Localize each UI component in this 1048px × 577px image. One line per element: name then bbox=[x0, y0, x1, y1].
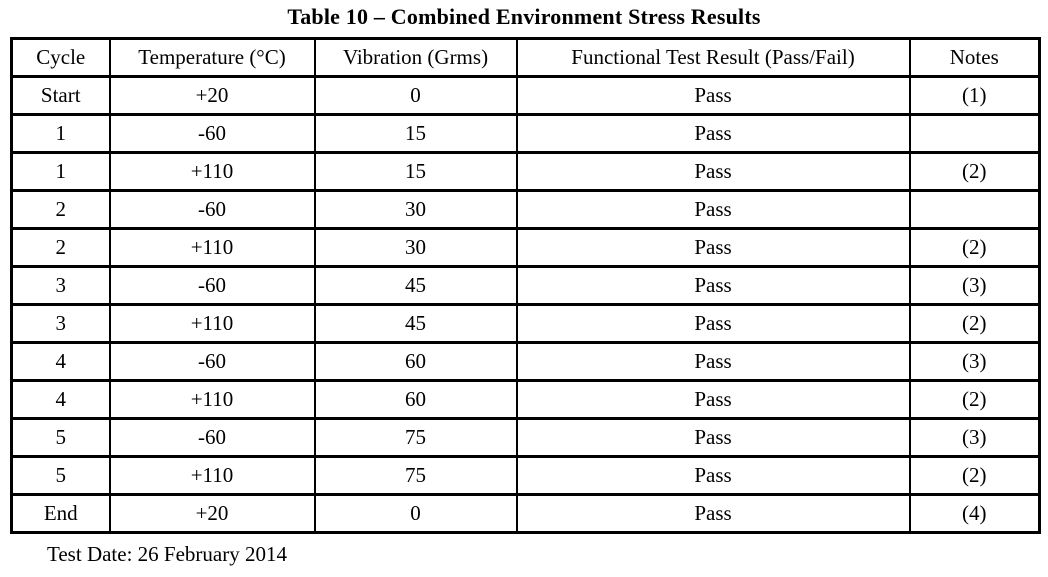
table-cell: 5 bbox=[10, 417, 111, 458]
column-header: Cycle bbox=[10, 37, 111, 78]
table-cell: 45 bbox=[313, 265, 518, 306]
table-cell: Pass bbox=[515, 303, 911, 344]
table-row: 2 -60 30 Pass bbox=[10, 189, 1041, 230]
table-cell: 0 bbox=[313, 75, 518, 116]
table-cell: -60 bbox=[108, 189, 316, 230]
table-cell: (3) bbox=[908, 265, 1041, 306]
table-cell bbox=[908, 113, 1041, 154]
table-cell: (2) bbox=[908, 303, 1041, 344]
table-cell: 4 bbox=[10, 341, 111, 382]
table-row: 2 +110 30 Pass (2) bbox=[10, 227, 1041, 268]
table-row: 4 +110 60 Pass (2) bbox=[10, 379, 1041, 420]
table-cell: -60 bbox=[108, 265, 316, 306]
table-cell: 15 bbox=[313, 151, 518, 192]
table-cell bbox=[908, 189, 1041, 230]
table-row: Start +20 0 Pass (1) bbox=[10, 75, 1041, 116]
table-cell: Pass bbox=[515, 493, 911, 534]
table-cell: 75 bbox=[313, 417, 518, 458]
table-cell: 30 bbox=[313, 189, 518, 230]
table-cell: 3 bbox=[10, 303, 111, 344]
column-header: Notes bbox=[908, 37, 1041, 78]
table-row: 1 +110 15 Pass (2) bbox=[10, 151, 1041, 192]
table-cell: 1 bbox=[10, 113, 111, 154]
table-cell: +110 bbox=[108, 455, 316, 496]
table-cell: 4 bbox=[10, 379, 111, 420]
table-cell: +110 bbox=[108, 151, 316, 192]
table-cell: (2) bbox=[908, 455, 1041, 496]
table-cell: 2 bbox=[10, 227, 111, 268]
table-cell: (3) bbox=[908, 341, 1041, 382]
table-cell: 15 bbox=[313, 113, 518, 154]
table-row: 3 +110 45 Pass (2) bbox=[10, 303, 1041, 344]
table-cell: Start bbox=[10, 75, 111, 116]
table-cell: 0 bbox=[313, 493, 518, 534]
table-cell: 45 bbox=[313, 303, 518, 344]
table-cell: End bbox=[10, 493, 111, 534]
table-cell: (4) bbox=[908, 493, 1041, 534]
table-cell: -60 bbox=[108, 417, 316, 458]
table-cell: +110 bbox=[108, 303, 316, 344]
table-cell: +20 bbox=[108, 493, 316, 534]
table-cell: 5 bbox=[10, 455, 111, 496]
table-cell: (2) bbox=[908, 379, 1041, 420]
column-header: Vibration (Grms) bbox=[313, 37, 518, 78]
table-cell: Pass bbox=[515, 265, 911, 306]
table-cell: Pass bbox=[515, 189, 911, 230]
table-cell: -60 bbox=[108, 341, 316, 382]
table-row: 5 +110 75 Pass (2) bbox=[10, 455, 1041, 496]
table-cell: 30 bbox=[313, 227, 518, 268]
table-cell: +110 bbox=[108, 227, 316, 268]
table-cell: Pass bbox=[515, 227, 911, 268]
results-table: Cycle Temperature (°C) Vibration (Grms) Fun… bbox=[10, 37, 1041, 534]
table-cell: (2) bbox=[908, 151, 1041, 192]
table-cell: (2) bbox=[908, 227, 1041, 268]
table-cell: 1 bbox=[10, 151, 111, 192]
table-row: 1 -60 15 Pass bbox=[10, 113, 1041, 154]
table-cell: +20 bbox=[108, 75, 316, 116]
table-title: Table 10 – Combined Environment Stress R… bbox=[287, 4, 761, 29]
header-row: Cycle Temperature (°C) Vibration (Grms) Fun… bbox=[10, 37, 1041, 78]
table-row: 3 -60 45 Pass (3) bbox=[10, 265, 1041, 306]
table-row: 4 -60 60 Pass (3) bbox=[10, 341, 1041, 382]
table-cell: Pass bbox=[515, 417, 911, 458]
table-cell: (1) bbox=[908, 75, 1041, 116]
table-cell: Pass bbox=[515, 379, 911, 420]
table-cell: +110 bbox=[108, 379, 316, 420]
table-cell: 60 bbox=[313, 341, 518, 382]
table-cell: 2 bbox=[10, 189, 111, 230]
table-cell: 75 bbox=[313, 455, 518, 496]
table-body: Start +20 0 Pass (1) 1 -60 15 Pass 1 +110 15 Pass (2)… bbox=[10, 75, 1041, 534]
table-cell: Pass bbox=[515, 113, 911, 154]
table-cell: (3) bbox=[908, 417, 1041, 458]
table-cell: 60 bbox=[313, 379, 518, 420]
table-cell: Pass bbox=[515, 151, 911, 192]
table-cell: Pass bbox=[515, 455, 911, 496]
table-cell: Pass bbox=[515, 75, 911, 116]
table-row: End +20 0 Pass (4) bbox=[10, 493, 1041, 534]
column-header: Temperature (°C) bbox=[108, 37, 316, 78]
table-row: 5 -60 75 Pass (3) bbox=[10, 417, 1041, 458]
table-cell: Pass bbox=[515, 341, 911, 382]
table-cell: -60 bbox=[108, 113, 316, 154]
table-cell: 3 bbox=[10, 265, 111, 306]
column-header: Functional Test Result (Pass/Fail) bbox=[515, 37, 911, 78]
test-date-caption: Test Date: 26 February 2014 bbox=[47, 542, 287, 566]
